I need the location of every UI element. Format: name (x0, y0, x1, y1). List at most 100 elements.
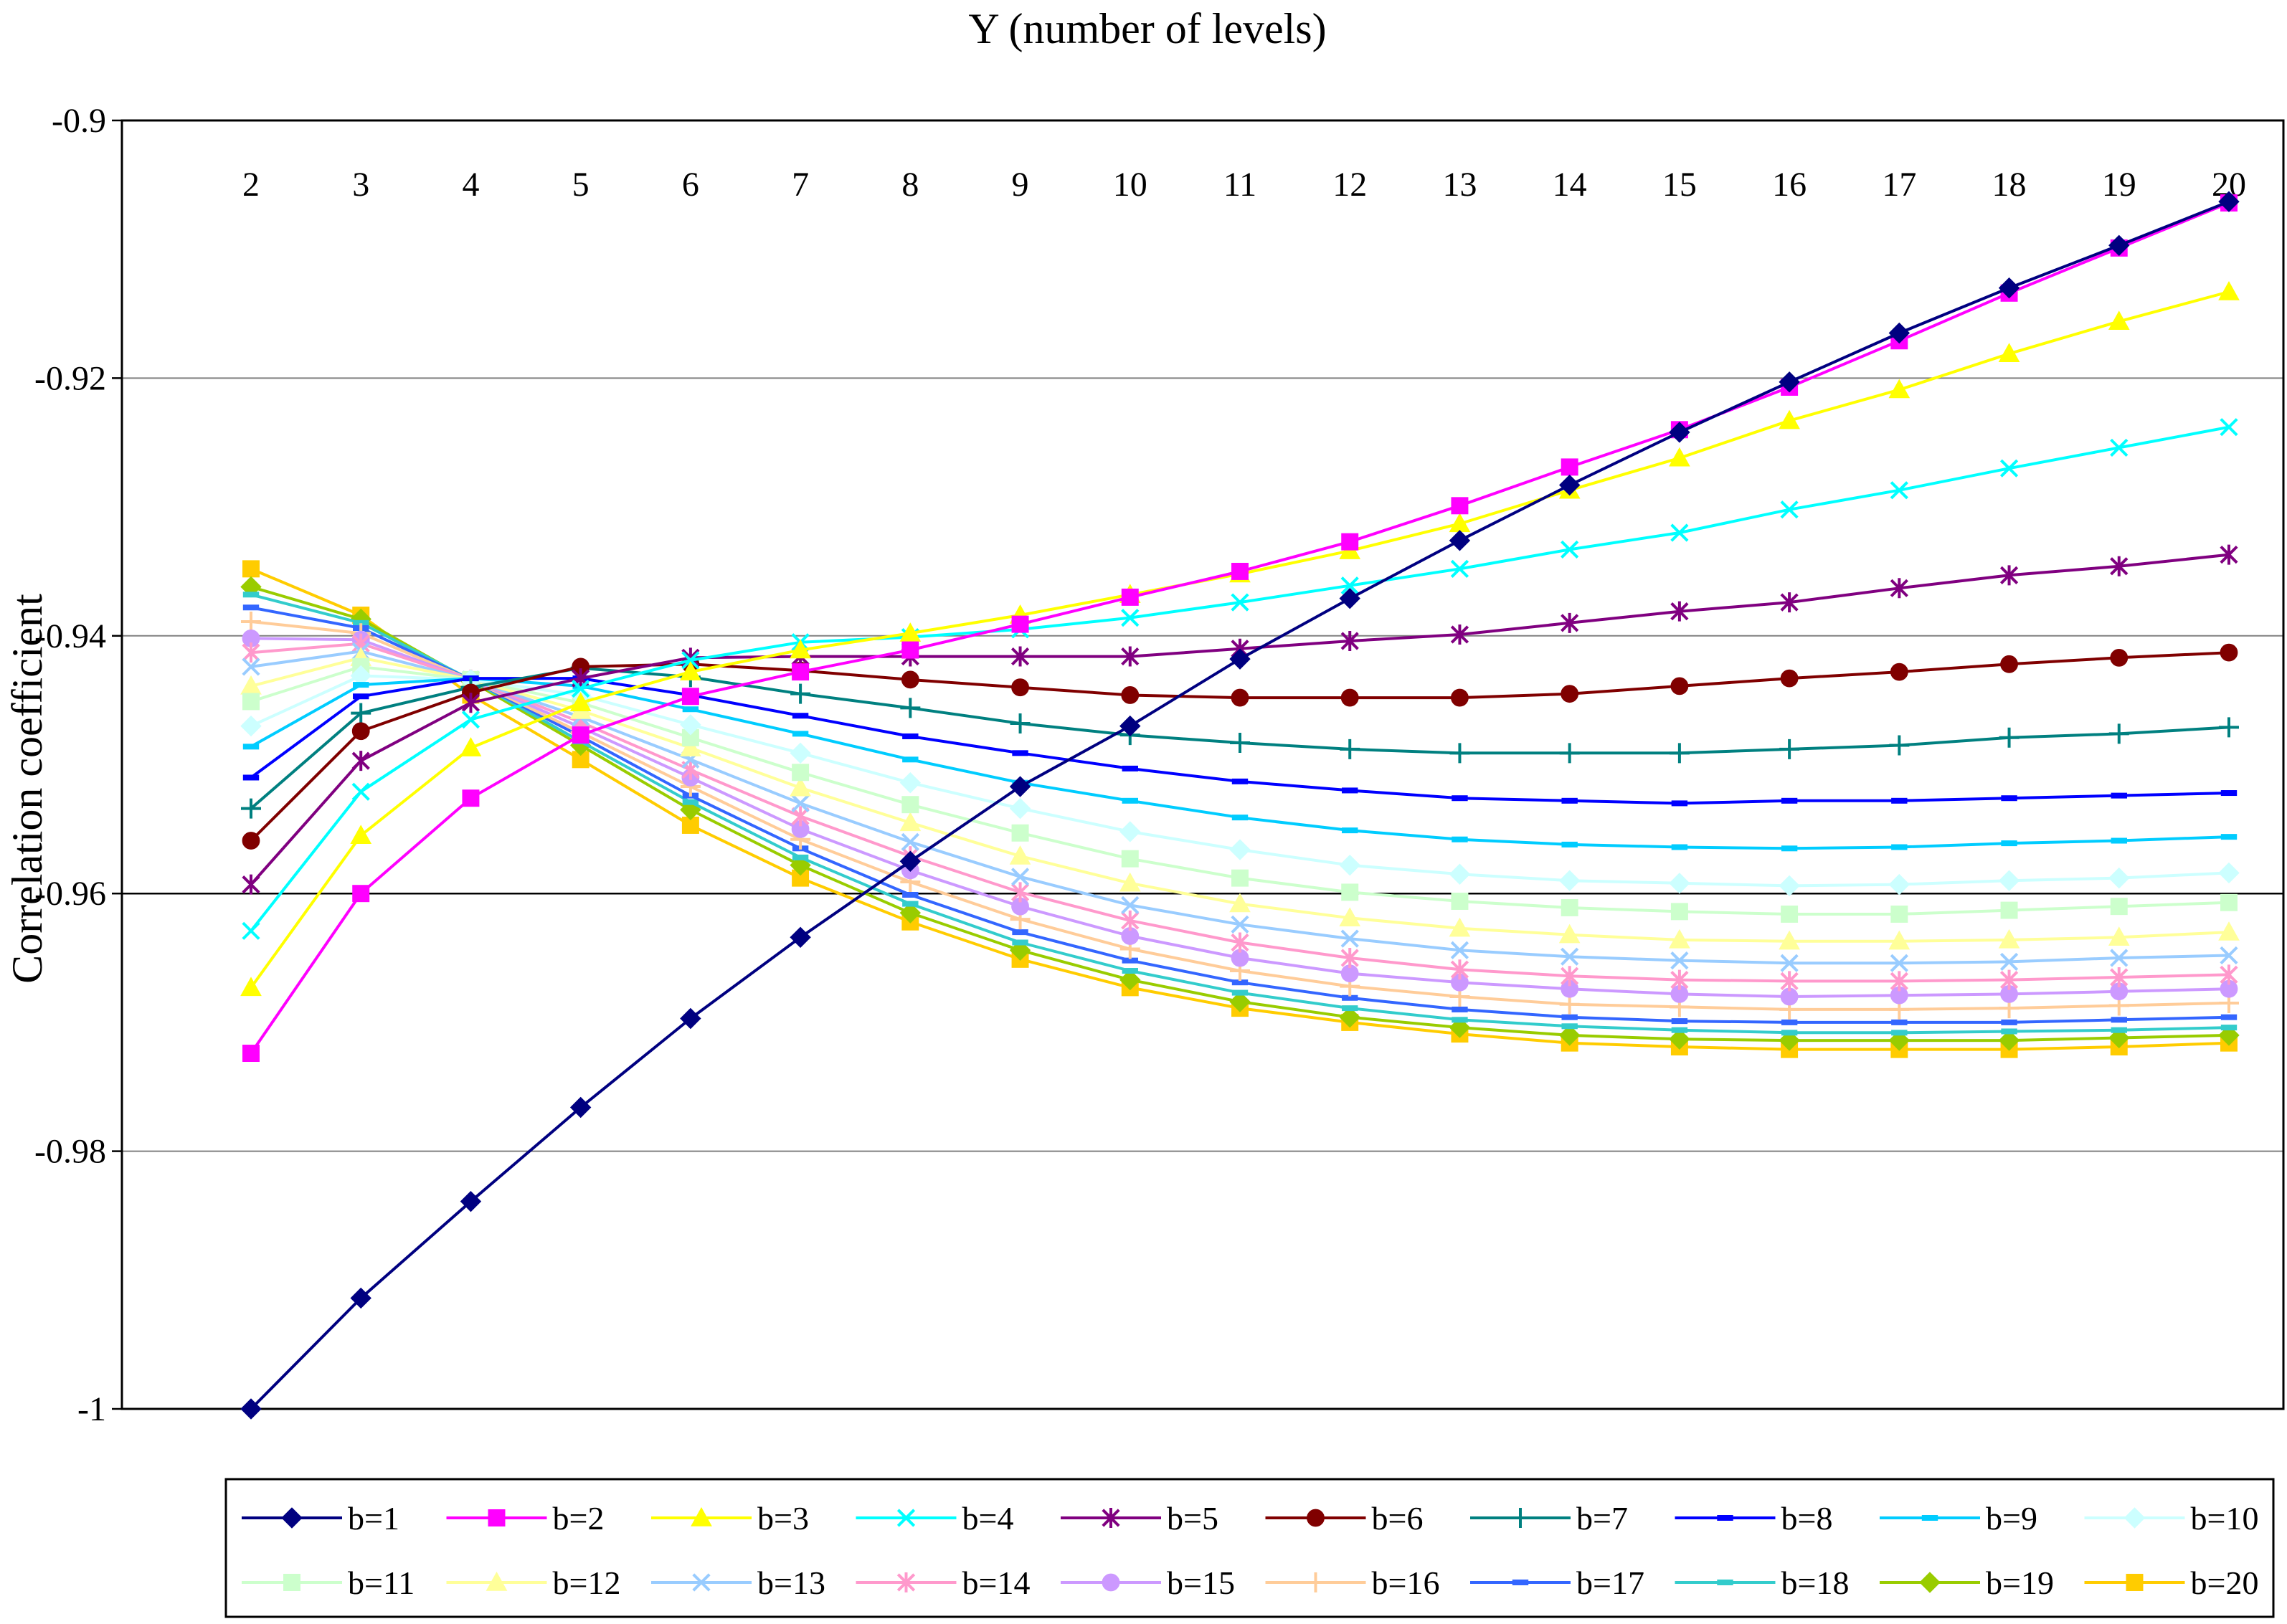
data-point (1340, 739, 1360, 759)
legend-label: b=12 (553, 1564, 621, 1601)
data-point (899, 902, 922, 923)
legend-swatch-marker (1102, 1508, 1120, 1528)
data-point (1121, 896, 1140, 914)
data-point (1342, 787, 1358, 794)
data-point (1231, 979, 1249, 986)
legend-swatch-marker (896, 1572, 916, 1592)
data-point (1342, 994, 1358, 1001)
data-point (1340, 630, 1359, 651)
legend-swatch-marker (1305, 1572, 1326, 1592)
data-point (2220, 893, 2238, 911)
data-point (1999, 459, 2019, 478)
data-point (1340, 948, 1359, 969)
x-tick-label: 11 (1223, 166, 1256, 204)
data-point (1340, 576, 1359, 595)
legend-label: b=9 (1986, 1500, 2037, 1537)
legend-label: b=15 (1167, 1564, 1235, 1601)
data-point (1339, 1007, 1360, 1028)
legend-label: b=3 (757, 1500, 809, 1537)
data-point (2001, 1028, 2017, 1035)
data-point (1890, 954, 1908, 972)
data-point (2000, 901, 2018, 919)
data-point (1121, 686, 1140, 704)
data-point (1121, 646, 1140, 667)
data-point (1012, 939, 1028, 946)
data-point (350, 825, 372, 845)
data-point (899, 622, 922, 642)
data-point (2220, 1025, 2238, 1031)
data-point (242, 560, 260, 578)
data-point (1342, 827, 1358, 834)
data-point (1452, 1006, 1468, 1012)
data-point (1121, 588, 1139, 606)
data-point (1888, 930, 1910, 950)
data-point (1890, 578, 1908, 599)
data-point (1451, 688, 1469, 707)
data-point (1670, 601, 1689, 622)
data-point (242, 744, 260, 750)
x-tick-label: 6 (682, 166, 699, 204)
data-point (1229, 839, 1251, 860)
data-point (680, 737, 701, 756)
data-point (1890, 905, 1908, 923)
y-tick-label: -0.92 (34, 359, 106, 397)
legend-entry: b=19 (1880, 1564, 2054, 1601)
data-point (2110, 898, 2128, 916)
data-point (2220, 1014, 2238, 1020)
data-point (1891, 797, 1908, 804)
data-point (242, 774, 260, 781)
legend-entry: b=1 (242, 1500, 399, 1537)
data-point (1998, 277, 2020, 299)
data-point (2111, 837, 2127, 844)
legend-swatch-marker (2126, 1574, 2144, 1591)
data-point (1341, 883, 1359, 901)
data-point (1452, 795, 1468, 802)
legend-entry: b=16 (1265, 1564, 1439, 1601)
data-point (1340, 929, 1359, 948)
legend-entry: b=2 (446, 1500, 604, 1537)
data-point (242, 642, 260, 663)
data-point (1561, 458, 1578, 476)
data-point (902, 733, 919, 739)
data-point (242, 693, 260, 711)
data-point (1999, 969, 2019, 990)
legend-entry: b=17 (1470, 1564, 1644, 1601)
legend-swatch-marker (1717, 1580, 1733, 1585)
data-point (1010, 713, 1031, 733)
legend-label: b=1 (348, 1500, 399, 1537)
data-point (1450, 559, 1469, 578)
data-point (240, 1398, 262, 1420)
data-point (1339, 587, 1360, 609)
data-point (1671, 1018, 1688, 1025)
legend-entry: b=20 (2084, 1564, 2258, 1601)
data-point (1231, 562, 1249, 580)
data-point (351, 703, 371, 723)
data-point (1449, 530, 1471, 551)
data-point (1119, 872, 1141, 892)
x-tick-label: 18 (1992, 166, 2027, 204)
legend: b=1 b=2 b=3 b=4 b=5 b=6 b=7 b=8 b=9 b=10 b=11 b=12 b… (224, 1478, 2275, 1618)
data-point (1779, 875, 1800, 897)
legend-label: b=11 (348, 1564, 415, 1601)
data-point (791, 806, 810, 827)
data-point (461, 710, 480, 729)
data-point (2219, 717, 2239, 738)
legend-swatch-marker (2123, 1507, 2146, 1529)
data-point (1670, 903, 1688, 921)
data-point (790, 742, 811, 764)
data-point (1231, 915, 1249, 934)
legend-entry: b=18 (1675, 1564, 1849, 1601)
data-point (1119, 821, 1141, 842)
data-point (901, 832, 919, 851)
x-tick-label: 17 (1882, 166, 1916, 204)
data-point (1231, 932, 1249, 953)
data-point (2110, 949, 2129, 967)
data-point (2000, 655, 2018, 673)
data-point (1561, 540, 1579, 559)
data-point (1891, 1019, 1908, 1025)
y-tick-label: -0.94 (34, 617, 106, 655)
data-point (1449, 917, 1471, 937)
data-point (1558, 474, 1581, 496)
x-tick-label: 13 (1442, 166, 1477, 204)
legend-label: b=19 (1986, 1564, 2054, 1601)
